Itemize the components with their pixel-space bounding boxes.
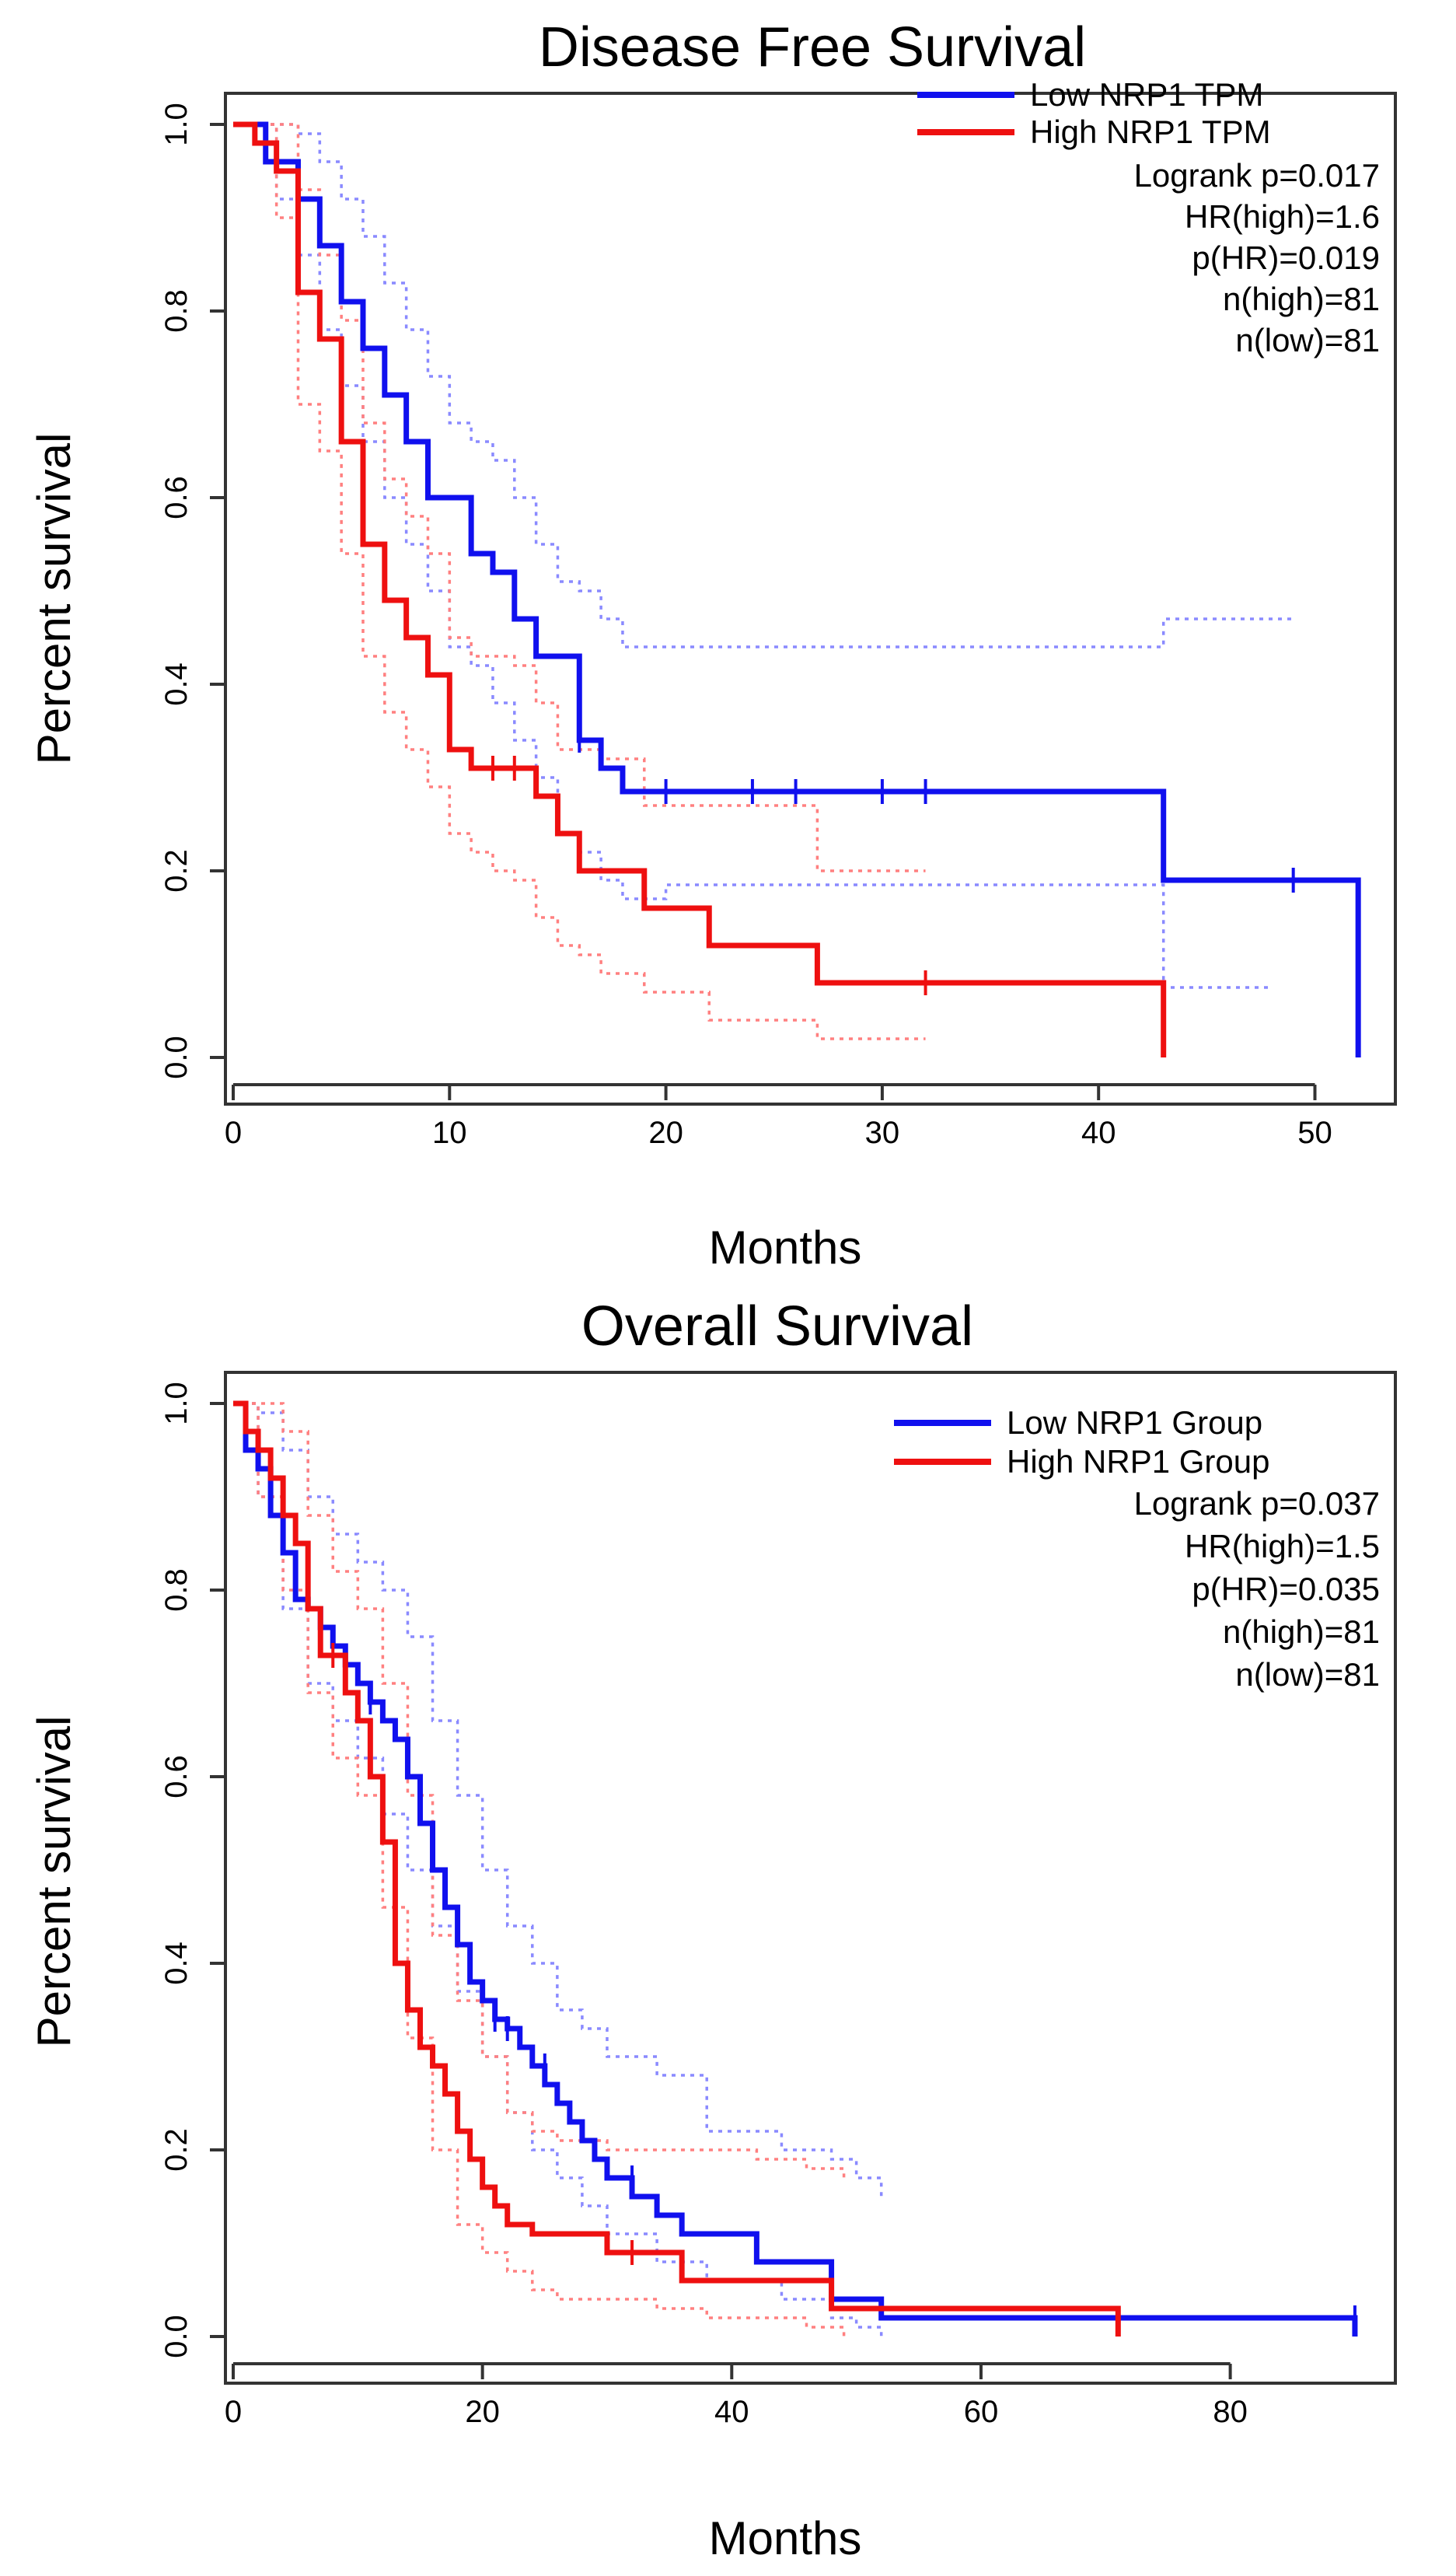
stat-p-hr: p(HR)=0.035 [1192, 1571, 1380, 1607]
y-axis-label: Percent survival [28, 1716, 80, 2048]
ci-upper-low [233, 1402, 883, 2197]
x-tick-label: 40 [714, 2395, 749, 2429]
stat-n-low: n(low)=81 [1235, 1656, 1380, 1693]
survival-curve-low [233, 121, 1361, 1057]
x-tick-label: 50 [1297, 1116, 1332, 1150]
y-axis-label: Percent survival [28, 433, 80, 765]
x-axis-label: Months [709, 2512, 862, 2564]
y-tick-label: 0.6 [159, 1755, 194, 1798]
ci-lower-high [233, 1402, 846, 2337]
x-tick-label: 80 [1213, 2395, 1248, 2429]
plot-frame [224, 92, 1397, 1106]
chart-title: Overall Survival [581, 1295, 973, 1358]
x-axis: 0 20 40 60 80 [225, 2362, 1248, 2429]
x-tick-label: 20 [648, 1116, 683, 1150]
overall-survival-panel: Overall Survival 0.0 0.2 0.4 0.6 0.8 1.0 0 20 4… [28, 1295, 1397, 2564]
x-axis: 0 10 20 30 40 50 [225, 1083, 1332, 1150]
y-tick-label: 0.6 [159, 476, 194, 519]
plot-frame [224, 1371, 1397, 2385]
y-tick-label: 0.4 [159, 662, 194, 706]
y-tick-label: 0.8 [159, 289, 194, 333]
x-tick-label: 0 [225, 1116, 242, 1150]
ci-upper-high [233, 123, 926, 872]
survival-curve-high [233, 121, 1167, 1057]
plot-area [233, 121, 1361, 1057]
stat-n-high: n(high)=81 [1223, 281, 1380, 317]
x-tick-label: 40 [1081, 1116, 1116, 1150]
y-tick-label: 0.2 [159, 849, 194, 893]
survival-curve-high [233, 1400, 1121, 2337]
stat-logrank: Logrank p=0.017 [1134, 157, 1380, 194]
chart-title: Disease Free Survival [539, 16, 1086, 79]
stat-hr: HR(high)=1.6 [1185, 198, 1380, 235]
legend-label-high: High NRP1 TPM [1030, 114, 1271, 150]
x-tick-label: 20 [465, 2395, 500, 2429]
plot-area [233, 1400, 1358, 2337]
legend-label-low: Low NRP1 Group [1007, 1404, 1262, 1441]
y-axis: 0.0 0.2 0.4 0.6 0.8 1.0 [159, 1382, 225, 2358]
y-tick-label: 0.8 [159, 1568, 194, 1612]
stat-logrank: Logrank p=0.037 [1134, 1485, 1380, 1522]
x-tick-label: 60 [964, 2395, 999, 2429]
x-tick-label: 30 [865, 1116, 900, 1150]
y-tick-label: 1.0 [159, 1382, 194, 1425]
legend: Low NRP1 TPM High NRP1 TPM Logrank p=0.0… [917, 76, 1380, 358]
stat-p-hr: p(HR)=0.019 [1192, 239, 1380, 276]
ci-lower-low [233, 123, 1272, 989]
y-tick-label: 0.4 [159, 1942, 194, 1985]
disease-free-survival-panel: Disease Free Survival 0.0 0.2 0.4 0.6 0.8 1.0… [28, 16, 1397, 1274]
stat-n-low: n(low)=81 [1235, 322, 1380, 358]
x-tick-label: 10 [432, 1116, 467, 1150]
x-axis-label: Months [709, 1222, 862, 1274]
stat-n-high: n(high)=81 [1223, 1613, 1380, 1650]
ci-lower-low [233, 1402, 883, 2337]
legend-label-low: Low NRP1 TPM [1030, 76, 1263, 113]
y-tick-label: 0.2 [159, 2128, 194, 2172]
y-tick-label: 0.0 [159, 2315, 194, 2358]
legend: Low NRP1 Group High NRP1 Group Logrank p… [894, 1404, 1380, 1693]
legend-label-high: High NRP1 Group [1007, 1443, 1269, 1480]
stat-hr: HR(high)=1.5 [1185, 1528, 1380, 1564]
y-tick-label: 1.0 [159, 103, 194, 146]
ci-upper-low [233, 123, 1294, 648]
y-axis: 0.0 0.2 0.4 0.6 0.8 1.0 [159, 103, 225, 1079]
ci-upper-high [233, 1402, 846, 2178]
x-tick-label: 0 [225, 2395, 242, 2429]
y-tick-label: 0.0 [159, 1036, 194, 1079]
